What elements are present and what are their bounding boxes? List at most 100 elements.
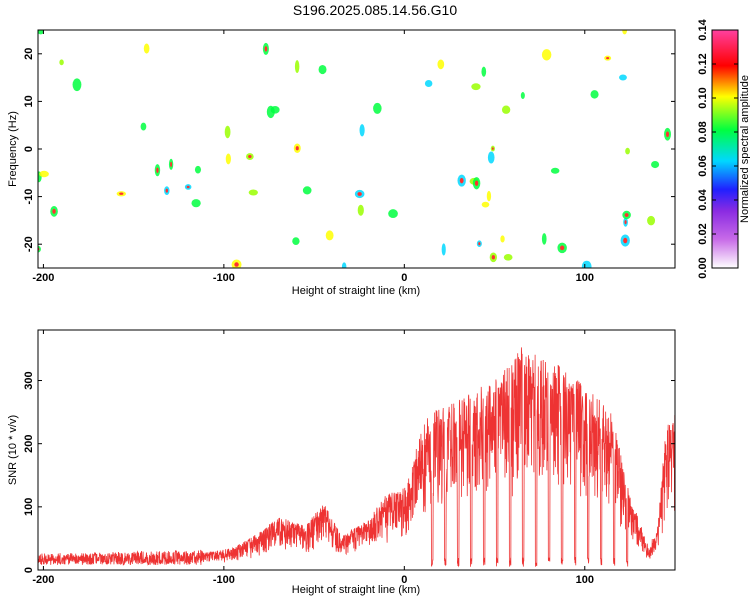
heatmap-peak-core	[624, 220, 627, 225]
heatmap-peak	[501, 105, 511, 114]
heatmap-peak-core	[264, 46, 268, 52]
heatmap-peak-core	[119, 192, 124, 195]
heatmap-y-label: Frequency (Hz)	[7, 111, 19, 187]
heatmap-peak	[481, 66, 487, 77]
colorbar-ticks: 0.00 0.02 0.04 0.06 0.08 0.10 0.12 0.14	[697, 18, 738, 279]
heatmap-peak	[357, 204, 364, 216]
colorbar-tick-label: 0.12	[697, 53, 709, 74]
snr-x-tick-label: 0	[401, 574, 407, 586]
heatmap-peak	[619, 74, 627, 81]
heatmap-peak	[373, 102, 382, 114]
figure-title: S196.2025.085.14.56.G10	[293, 2, 457, 18]
colorbar-tick-label: 0.08	[697, 121, 709, 142]
heatmap-x-label: Height of straight line (km)	[292, 285, 420, 297]
heatmap-peak-core	[459, 177, 464, 184]
heatmap-y-tick-label: 20	[23, 48, 35, 60]
heatmap-y-tick-label: -10	[23, 189, 35, 205]
heatmap-y-tick-label: -20	[23, 236, 35, 252]
heatmap-peak	[481, 201, 490, 208]
heatmap-peak	[441, 243, 446, 256]
snr-frame	[37, 329, 676, 571]
heatmap-peak-core	[665, 131, 670, 138]
heatmap-peak	[292, 237, 300, 246]
heatmap-y-ticks: -20 -10 0 10 20	[23, 48, 675, 252]
snr-x-ticks: -200 -100 0 100	[32, 330, 594, 586]
heatmap-x-tick-label: -100	[213, 272, 235, 284]
heatmap-peak	[622, 30, 628, 35]
heatmap-peak-core	[165, 188, 169, 193]
heatmap-peak	[590, 90, 599, 99]
heatmap-peak-core	[295, 146, 299, 151]
heatmap-peak-core	[52, 208, 56, 214]
heatmap-x-tick-label: 0	[401, 272, 407, 284]
heatmap-peak	[503, 254, 513, 261]
heatmap-peak-core	[623, 237, 628, 244]
snr-plot-area	[38, 347, 675, 568]
snr-y-tick-label: 100	[23, 498, 35, 516]
heatmap-peak	[437, 59, 445, 70]
heatmap-peak	[325, 230, 334, 241]
heatmap-peak-core	[606, 57, 610, 60]
snr-y-label: SNR (10 * v/v)	[7, 415, 19, 485]
snr-y-ticks: 0 100 200 300	[23, 371, 675, 573]
heatmap-peak	[581, 260, 592, 268]
heatmap-peaks	[38, 30, 671, 268]
heatmap-x-tick-label: 100	[576, 272, 594, 284]
heatmap-peak	[143, 43, 150, 54]
colorbar-tick-label: 0.02	[697, 223, 709, 244]
heatmap-peak-core	[357, 192, 362, 196]
heatmap-peak-core	[624, 213, 629, 217]
snr-x-tick-label: 100	[576, 574, 594, 586]
heatmap-peak-core	[478, 242, 481, 246]
heatmap-peak	[39, 170, 49, 178]
heatmap-peak-core	[474, 180, 479, 186]
heatmap-peak	[248, 189, 258, 196]
heatmap-peak-core	[234, 262, 239, 267]
heatmap-image	[38, 30, 675, 268]
heatmap-peak	[72, 78, 82, 92]
heatmap-peak-core	[156, 167, 159, 173]
colorbar-tick-label: 0.00	[697, 257, 709, 278]
heatmap-x-tick-label: -200	[32, 272, 54, 284]
heatmap-peak	[140, 122, 147, 131]
heatmap-peak	[541, 49, 552, 61]
heatmap-peak	[500, 235, 505, 243]
heatmap-peak	[266, 105, 275, 119]
heatmap-peak	[191, 199, 201, 208]
heatmap-peak	[486, 190, 492, 202]
colorbar-label: Normalized spectral amplitude	[739, 75, 750, 223]
heatmap-peak-core	[491, 255, 495, 260]
heatmap-peak	[424, 80, 433, 88]
colorbar-tick-label: 0.06	[697, 155, 709, 176]
snr-y-tick-label: 200	[23, 435, 35, 453]
heatmap-peak	[388, 209, 398, 219]
heatmap-peak	[341, 262, 347, 268]
heatmap-peak-core	[248, 154, 252, 159]
snr-x-label: Height of straight line (km)	[292, 584, 420, 596]
snr-x-tick-label: -200	[32, 574, 54, 586]
heatmap-peak	[487, 151, 495, 164]
heatmap-peak	[224, 125, 231, 139]
snr-y-tick-label: 0	[23, 567, 35, 573]
snr-x-tick-label: -100	[213, 574, 235, 586]
heatmap-peak	[520, 92, 525, 100]
snr-series-line	[38, 347, 675, 568]
heatmap-peak	[194, 165, 202, 174]
heatmap-peak	[318, 64, 327, 75]
heatmap-peak	[359, 124, 365, 137]
colorbar-tick-label: 0.10	[697, 87, 709, 108]
heatmap-peak-core	[560, 245, 565, 251]
heatmap-peak	[550, 167, 560, 174]
heatmap-y-tick-label: 10	[23, 95, 35, 107]
snr-y-tick-label: 300	[23, 371, 35, 389]
heatmap-peak	[294, 60, 300, 74]
heatmap-peak	[471, 83, 481, 91]
heatmap-peak	[59, 59, 64, 66]
heatmap-y-tick-label: 0	[23, 146, 35, 152]
colorbar-tick-label: 0.14	[697, 18, 709, 40]
heatmap-peak-core	[491, 147, 494, 150]
colorbar: 0.00 0.02 0.04 0.06 0.08 0.10 0.12 0.14 Normali…	[697, 18, 750, 278]
snr-panel: -200 -100 0 100 0 100 200 300 Height of straig…	[7, 329, 676, 596]
